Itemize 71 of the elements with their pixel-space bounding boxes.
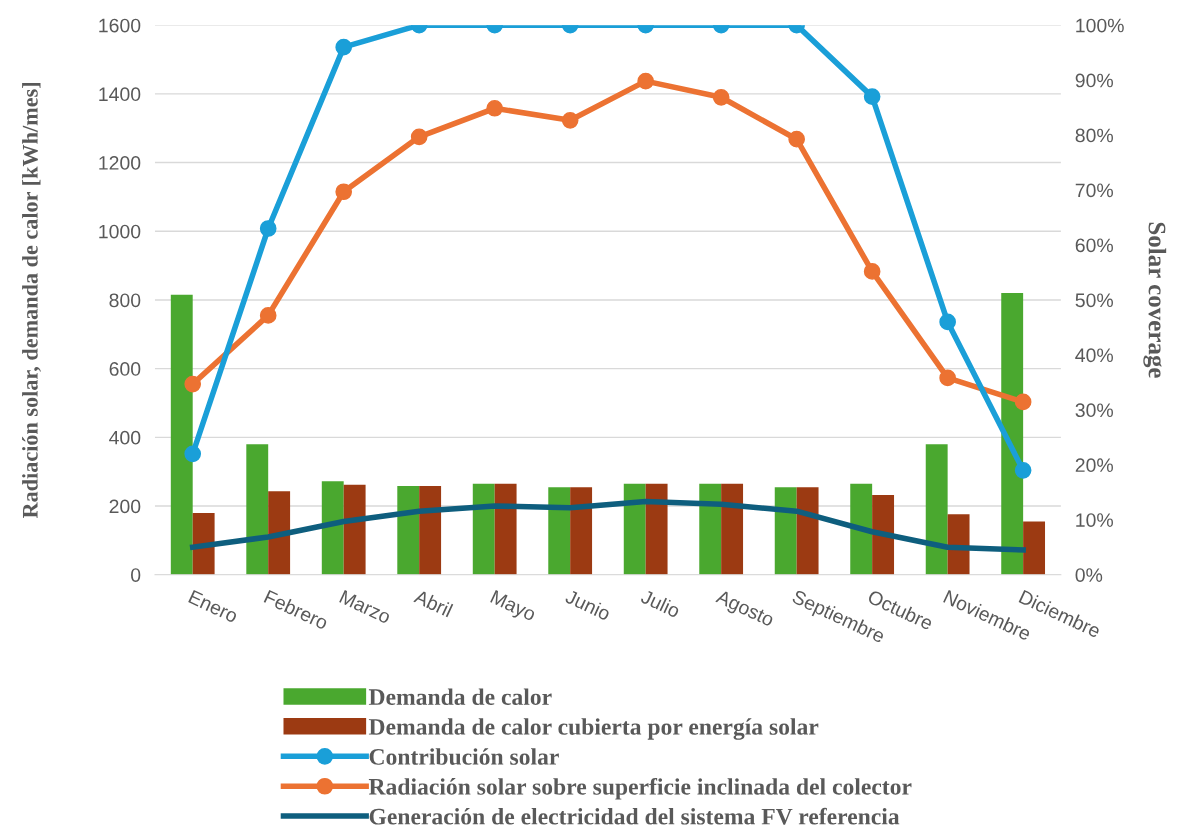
y-tick-label: 0 — [131, 568, 141, 582]
bar — [699, 483, 722, 575]
point — [788, 130, 805, 148]
bar — [343, 484, 366, 575]
bar — [623, 483, 646, 575]
point — [1014, 393, 1032, 411]
y-axis-title: Radiación solar, demanda de calor [kWh/mes] — [22, 83, 41, 519]
x-tick-label: Enero — [188, 589, 239, 624]
bar — [570, 487, 593, 575]
legend-label: Generación de electricidad del sistema FV referencia — [369, 807, 900, 825]
legend-label: Contribución solar — [369, 748, 559, 765]
y2-tick-label: 0% — [1075, 568, 1103, 582]
y2-tick-label: 60% — [1075, 238, 1113, 253]
bar — [548, 487, 571, 575]
y2-axis-title: Solar coverage — [1143, 222, 1167, 378]
y2-tick-label: 10% — [1076, 513, 1113, 527]
bar — [721, 483, 744, 575]
point — [1014, 461, 1032, 479]
bar — [796, 487, 819, 575]
point — [939, 369, 956, 387]
point — [184, 375, 202, 393]
bar — [947, 514, 970, 575]
y-tick-label: 1000 — [99, 224, 141, 239]
point — [637, 72, 655, 90]
point — [863, 263, 881, 280]
bar — [170, 294, 193, 575]
point — [335, 183, 353, 201]
bar — [268, 491, 291, 575]
y2-tick-label: 50% — [1075, 293, 1113, 308]
bar — [872, 495, 895, 575]
bar — [645, 483, 668, 575]
point — [561, 111, 579, 129]
bar — [419, 486, 442, 575]
y-tick-label: 600 — [109, 362, 141, 376]
bar — [850, 483, 873, 575]
legend-label: Demanda de calor cubierta por energía solar — [368, 718, 819, 740]
y-tick-label: 1600 — [99, 18, 141, 33]
y-tick-label: 800 — [109, 293, 141, 308]
x-tick-label: Julio — [639, 588, 682, 619]
legend-label: Demanda de calor — [368, 688, 552, 706]
y2-tick-label: 70% — [1075, 183, 1113, 198]
bar — [321, 481, 344, 575]
y2-tick-label: 100% — [1076, 18, 1124, 33]
bar — [494, 483, 517, 575]
point — [410, 128, 428, 146]
point — [939, 313, 956, 331]
bar — [1023, 521, 1046, 575]
bar — [925, 444, 948, 575]
point — [486, 99, 504, 117]
point — [712, 88, 730, 106]
x-tick-label: Abril — [413, 588, 454, 618]
y2-tick-label: 90% — [1075, 73, 1113, 88]
bar — [774, 487, 797, 575]
bar — [397, 486, 420, 575]
x-tick-label: Marzo — [339, 589, 392, 625]
point — [259, 307, 277, 324]
bar — [192, 512, 215, 575]
legend-label: Radiación solar sobre superficie inclinada del colector — [368, 777, 912, 800]
y-tick-label: 1400 — [99, 87, 141, 102]
y2-tick-label: 30% — [1075, 403, 1113, 418]
y-tick-label: 200 — [109, 499, 141, 514]
x-tick-label: Junio — [564, 588, 612, 621]
y2-tick-label: 80% — [1075, 128, 1113, 143]
y2-tick-label: 20% — [1075, 458, 1113, 473]
x-tick-label: Mayo — [488, 589, 537, 625]
y-tick-label: 1200 — [99, 156, 141, 170]
point — [184, 445, 202, 463]
y2-tick-label: 40% — [1075, 348, 1113, 363]
bar — [472, 483, 495, 575]
bar — [246, 444, 269, 575]
y-tick-label: 400 — [109, 430, 141, 445]
